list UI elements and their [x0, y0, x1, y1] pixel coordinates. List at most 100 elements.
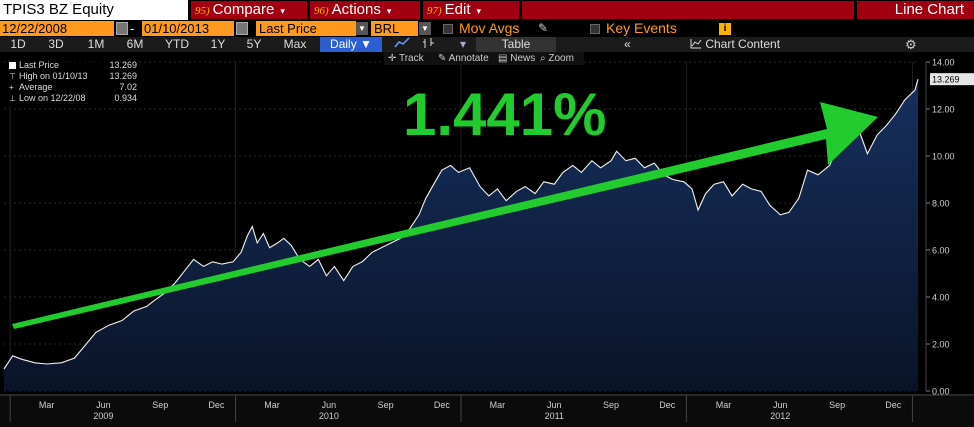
annotate-tool[interactable]: ✎ Annotate: [438, 53, 489, 64]
chart-content-button[interactable]: Chart Content: [690, 37, 840, 52]
annotate-label: Annotate: [448, 53, 489, 64]
security-ticker[interactable]: TPIS3 BZ Equity: [0, 0, 188, 20]
year-label: 2012: [770, 411, 790, 421]
legend-last-price: Last Price 13.269: [9, 60, 139, 71]
x-tick-label: Sep: [603, 400, 619, 410]
chevron-down-icon: ▾: [386, 6, 392, 16]
chevron-down-icon[interactable]: ▼: [356, 22, 368, 35]
date-separator: -: [130, 21, 135, 36]
mov-avgs-label: Mov Avgs: [459, 20, 520, 36]
gear-icon[interactable]: ⚙: [905, 37, 917, 52]
table-button[interactable]: Table: [476, 37, 556, 52]
chevron-down-icon[interactable]: ▼: [419, 22, 431, 35]
legend-low: ⊥ Low on 12/22/08 0.934: [9, 93, 139, 104]
timeframe-3d[interactable]: 3D: [48, 37, 64, 51]
timeframe-1y[interactable]: 1Y: [210, 37, 226, 51]
calendar-icon[interactable]: [116, 22, 128, 35]
x-tick-label: Dec: [659, 400, 676, 410]
track-tool[interactable]: ✛ Track: [388, 53, 424, 64]
annotation-label: 1.441%: [403, 81, 607, 148]
last-price-swatch: [9, 62, 16, 69]
chart-tools-bar: ✛ Track ✎ Annotate ▤ News ⌕ Zoom: [384, 52, 584, 65]
start-date-input[interactable]: 12/22/2008: [0, 21, 114, 36]
timeframe-toolbar: 1D 3D 1M 6M YTD 1Y 5Y Max Daily ▼ ▾ Tabl…: [0, 37, 974, 52]
last-value-label: 13.269: [932, 75, 960, 85]
chevron-down-icon: ▾: [280, 6, 285, 16]
view-title: Line Chart: [857, 1, 974, 19]
frequency-label: Daily: [330, 37, 357, 51]
y-tick-label: 4.00: [932, 293, 950, 303]
legend-value: 7.02: [119, 82, 137, 92]
year-label: 2011: [545, 411, 564, 421]
x-tick-label: Dec: [208, 400, 225, 410]
edit-menu-label: Edit: [444, 1, 471, 18]
x-tick-label: Sep: [829, 400, 845, 410]
chart-legend: Last Price 13.269 ⊤ High on 01/10/13 13.…: [5, 59, 139, 107]
key-events-checkbox[interactable]: [590, 24, 600, 34]
timeframe-max[interactable]: Max: [283, 37, 307, 51]
legend-label: Last Price: [19, 60, 60, 70]
y-tick-label: 8.00: [932, 199, 950, 209]
x-tick-label: Jun: [96, 400, 111, 410]
legend-value: 13.269: [109, 71, 137, 81]
year-label: 2009: [93, 411, 113, 421]
chart-content-label: Chart Content: [705, 37, 781, 51]
edit-menu[interactable]: 97) Edit ▾: [423, 1, 519, 19]
trend-arrow: [12, 102, 878, 329]
line-chart-icon[interactable]: [390, 37, 414, 52]
x-axis-band: [0, 396, 974, 427]
actions-menu-label: Actions: [331, 1, 381, 18]
timeframe-ytd[interactable]: YTD: [165, 37, 189, 51]
x-tick-label: Dec: [434, 400, 451, 410]
legend-value: 0.934: [114, 93, 137, 103]
collapse-icon[interactable]: «: [624, 37, 631, 51]
y-tick-label: 10.00: [932, 152, 955, 162]
y-tick-label: 2.00: [932, 340, 950, 350]
bar-chart-icon[interactable]: [418, 37, 440, 52]
header-spacer: [522, 1, 854, 19]
mov-avgs-checkbox[interactable]: [443, 24, 453, 34]
compare-menu-label: Compare: [212, 1, 275, 18]
x-tick-label: Mar: [490, 400, 506, 410]
field-select[interactable]: Last Price: [256, 21, 356, 36]
currency-select[interactable]: BRL: [371, 21, 418, 36]
pencil-icon[interactable]: ✎: [538, 21, 549, 35]
frequency-select[interactable]: Daily ▼: [320, 37, 382, 52]
legend-high: ⊤ High on 01/10/13 13.269: [9, 71, 139, 82]
actions-menu-number: 96): [314, 5, 329, 17]
x-tick-label: Mar: [716, 400, 732, 410]
news-tool[interactable]: ▤ News: [498, 53, 536, 64]
timeframe-1m[interactable]: 1M: [87, 37, 105, 51]
timeframe-5y[interactable]: 5Y: [246, 37, 262, 51]
key-events-label: Key Events: [606, 20, 677, 36]
controls-bar: 12/22/2008 - 01/10/2013 Last Price ▼ BRL…: [0, 20, 974, 37]
timeframe-6m[interactable]: 6M: [126, 37, 144, 51]
legend-average: + Average 7.02: [9, 82, 139, 93]
actions-menu[interactable]: 96) Actions ▾: [310, 1, 420, 19]
y-tick-label: 0.00: [932, 387, 950, 397]
x-tick-label: Dec: [885, 400, 902, 410]
end-date-input[interactable]: 01/10/2013: [142, 21, 234, 36]
news-label: News: [510, 53, 536, 64]
header-bar: TPIS3 BZ Equity 95) Compare ▾ 96) Actions ▾ …: [0, 0, 974, 20]
legend-label: High on 01/10/13: [19, 71, 88, 81]
info-icon[interactable]: i: [719, 23, 731, 35]
legend-label: Average: [19, 82, 53, 92]
calendar-icon[interactable]: [236, 22, 248, 35]
compare-menu-number: 95): [195, 5, 210, 17]
chevron-down-icon: ▾: [476, 6, 482, 16]
y-tick-label: 12.00: [932, 105, 955, 115]
price-chart[interactable]: 0.00 2.00 4.00 6.00 8.00 10.00 12.00 14.00 13.26…: [0, 52, 974, 427]
x-tick-label: Mar: [39, 400, 55, 410]
chevron-down-icon[interactable]: ▾: [459, 37, 467, 51]
last-value-tag: [930, 73, 974, 86]
timeframe-1d[interactable]: 1D: [10, 37, 26, 51]
x-tick-label: Jun: [773, 400, 788, 410]
y-tick-label: 6.00: [932, 246, 950, 256]
compare-menu[interactable]: 95) Compare ▾: [191, 1, 307, 19]
x-tick-label: Jun: [322, 400, 337, 410]
legend-value: 13.269: [109, 60, 137, 70]
x-tick-label: Jun: [547, 400, 562, 410]
low-marker-icon: ⊥: [9, 94, 16, 103]
zoom-tool[interactable]: ⌕ Zoom: [540, 53, 574, 64]
